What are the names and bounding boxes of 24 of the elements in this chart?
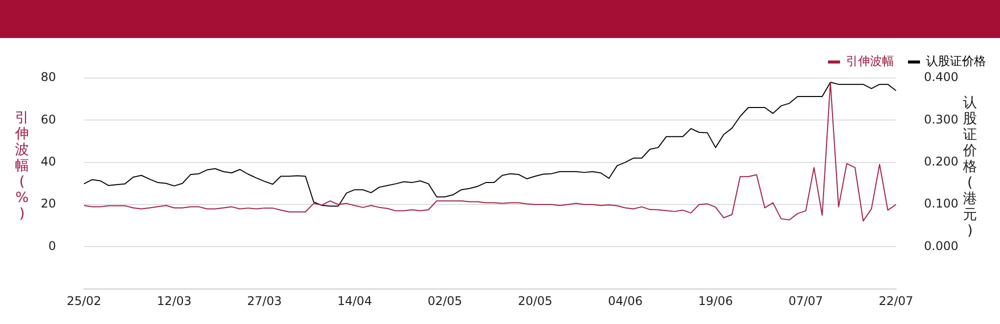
x-tick-label: 07/07 — [788, 294, 824, 308]
y-tick-label: 40 — [40, 154, 56, 168]
legend-label: 认股证价格 — [926, 54, 986, 68]
x-tick-label: 25/02 — [66, 294, 102, 308]
x-tick-label: 14/04 — [337, 294, 372, 308]
y-tick-label: 80 — [40, 70, 56, 84]
y2-tick-label: 0.100 — [924, 196, 958, 211]
x-tick-label: 19/06 — [698, 294, 733, 308]
y2-tick-label: 0.300 — [924, 112, 958, 126]
x-tick-label: 02/05 — [428, 294, 462, 308]
y2-tick-label: 0.200 — [924, 154, 958, 168]
y2-tick-label: 0.400 — [924, 70, 958, 84]
legend-label: 引伸波幅 — [846, 54, 894, 68]
x-tick-label: 27/03 — [247, 294, 282, 308]
x-tick-label: 04/06 — [608, 294, 643, 308]
y-tick-label: 0 — [48, 238, 56, 253]
text: 认股证价格(港元) — [963, 95, 977, 239]
x-tick-label: 20/05 — [518, 294, 552, 308]
x-tick-label: 12/03 — [156, 294, 192, 308]
y2-tick-label: 0.000 — [924, 238, 958, 253]
y-tick-label: 60 — [40, 112, 56, 126]
x-tick-label: 22/07 — [878, 294, 914, 308]
y-tick-label: 20 — [40, 196, 56, 211]
y-axis-title: 引伸波幅(%) — [14, 110, 30, 222]
